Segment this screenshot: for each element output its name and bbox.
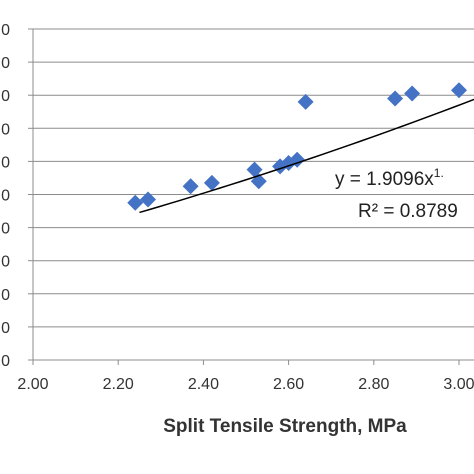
y-tick-label: 20.0: [0, 22, 10, 39]
y-tick-label: 12.0: [0, 154, 10, 171]
y-tick-label: 16.0: [0, 88, 10, 105]
equation-text: y = 1.9096x: [335, 169, 434, 190]
y-tick-label: 2.0: [0, 320, 10, 337]
x-tick-label: 2.40: [188, 376, 219, 393]
y-tick-label: 6.0: [0, 254, 10, 271]
data-point: [404, 85, 421, 102]
x-tick-label: 2.60: [273, 376, 304, 393]
x-tick-label: 2.80: [358, 376, 389, 393]
x-tick-label: 3.00: [443, 376, 474, 393]
x-axis-label: Split Tensile Strength, MPa: [163, 416, 407, 437]
trendline: [139, 98, 474, 214]
data-point: [127, 194, 144, 211]
equation-exponent: 1.: [434, 166, 444, 180]
trendline-equation: y = 1.9096x1.: [335, 166, 444, 190]
x-tick-label: 2.00: [17, 376, 48, 393]
y-tick-label: 14.0: [0, 121, 10, 138]
y-tick-label: 18.0: [0, 55, 10, 72]
data-point: [203, 174, 220, 191]
y-tick-label: 8.0: [0, 221, 10, 238]
data-point: [297, 93, 314, 110]
y-tick-label: 4.0: [0, 287, 10, 304]
data-point: [182, 178, 199, 195]
data-point: [387, 90, 404, 107]
y-tick-label: 10.0: [0, 188, 10, 205]
r-squared: R² = 0.8789: [358, 201, 458, 222]
y-tick-label: 0.0: [0, 353, 10, 370]
data-point: [140, 191, 157, 208]
data-point: [451, 82, 467, 99]
x-tick-label: 2.20: [103, 376, 134, 393]
